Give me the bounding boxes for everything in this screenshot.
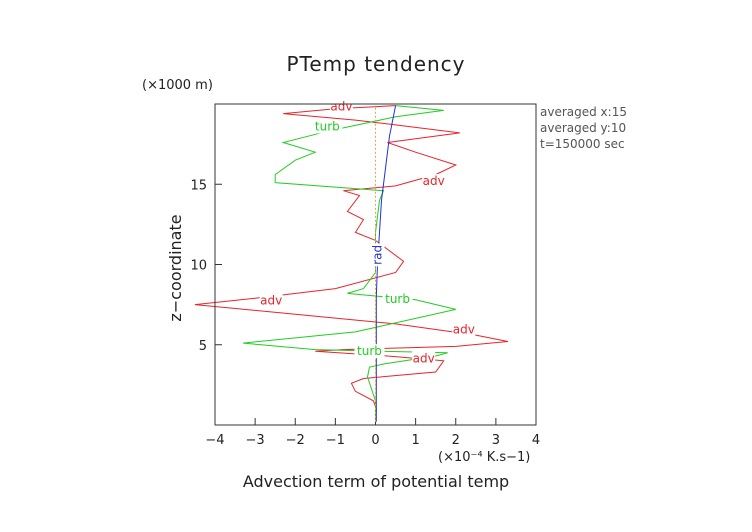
series-line-rad [375,105,397,422]
x-unit-label: (×10⁻⁴ K.s−1) [438,450,530,465]
x-tick-label: −4 [205,433,224,448]
series-label-turb: turb [315,119,340,133]
y-tick-label: 5 [199,339,207,354]
x-tick-label: 2 [452,433,460,448]
series-label-bg [422,174,446,189]
chart-title: PTemp tendency [286,52,465,76]
series-label-bg [312,119,343,134]
x-tick-label: −3 [246,433,265,448]
x-tick-label: 3 [492,433,500,448]
series-label-bg [259,293,283,308]
x-axis-label: Advection term of potential temp [243,472,509,491]
series-label-bg [329,99,353,114]
y-unit-label: (×1000 m) [142,78,213,93]
x-tick-label: −1 [326,433,345,448]
y-tick-label: 10 [190,259,207,274]
axis-ticks: −4 −3 −2 −1 0 1 2 3 4 5 10 15 [190,178,540,448]
series-line-turb [243,105,456,422]
series-label-bg [370,243,385,267]
plot-frame [214,103,537,426]
series-label-turb: turb [357,344,382,358]
series-label-turb: turb [385,292,410,306]
series-labels: adv adv adv adv adv turb turb turb rad [259,99,476,366]
series-label-adv: adv [453,323,475,337]
x-tick-label: 0 [371,433,379,448]
series-label-bg [412,351,436,366]
side-text-time: t=150000 sec [540,137,625,151]
series-label-adv: adv [260,294,282,308]
side-text-x-average: averaged x:15 [540,105,627,119]
y-tick-label: 15 [190,178,207,193]
series-label-adv: adv [330,99,352,113]
x-tick-label: −2 [286,433,305,448]
x-tick-label: 4 [532,433,540,448]
series-label-rad: rad [371,245,385,265]
series-line-adv [194,105,508,422]
x-tick-label: 1 [411,433,419,448]
y-axis-label: z−coordinate [166,214,185,321]
series-label-bg [382,292,413,307]
series-layer [194,105,508,422]
side-text-y-average: averaged y:10 [540,121,626,135]
series-label-bg [452,322,476,337]
series-label-bg [354,344,385,359]
series-label-adv: adv [423,174,445,188]
series-label-adv: adv [413,351,435,365]
